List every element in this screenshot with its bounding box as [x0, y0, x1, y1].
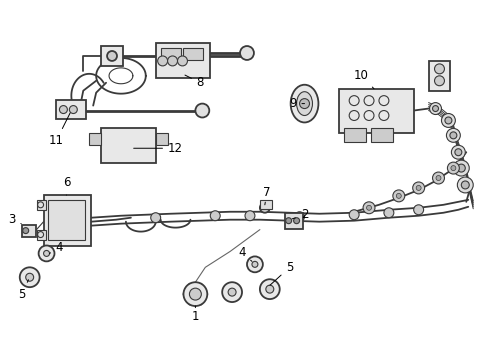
Circle shape [445, 117, 452, 124]
Circle shape [453, 160, 469, 176]
Bar [89, 133, 101, 145]
Circle shape [286, 218, 292, 224]
Bar [37, 230, 46, 239]
Bar [339, 89, 414, 133]
Bar [344, 129, 366, 142]
Circle shape [168, 56, 177, 66]
Circle shape [396, 193, 401, 198]
Circle shape [433, 172, 444, 184]
Text: 5: 5 [18, 280, 28, 301]
Bar [260, 200, 272, 209]
Circle shape [222, 282, 242, 302]
Bar [156, 43, 210, 78]
Bar [156, 133, 168, 145]
Circle shape [294, 212, 305, 222]
Circle shape [430, 103, 441, 114]
Text: 4: 4 [49, 241, 63, 254]
Text: 4: 4 [238, 246, 252, 261]
Circle shape [294, 218, 299, 224]
Circle shape [435, 76, 444, 86]
Circle shape [457, 164, 465, 172]
Circle shape [260, 279, 280, 299]
Ellipse shape [296, 92, 313, 116]
Circle shape [363, 202, 375, 214]
Circle shape [59, 105, 68, 113]
Text: 7: 7 [263, 186, 270, 205]
Circle shape [23, 228, 29, 234]
Circle shape [70, 105, 77, 113]
Text: 3: 3 [8, 213, 21, 226]
Circle shape [20, 267, 40, 287]
Circle shape [158, 56, 168, 66]
Circle shape [252, 261, 258, 267]
Bar [429, 61, 450, 91]
Circle shape [461, 181, 469, 189]
Circle shape [39, 246, 54, 261]
Bar [22, 225, 36, 237]
Circle shape [177, 56, 188, 66]
Circle shape [384, 208, 394, 218]
Circle shape [260, 203, 270, 213]
Circle shape [436, 176, 441, 180]
Circle shape [446, 129, 460, 142]
Circle shape [247, 256, 263, 272]
Bar [56, 100, 86, 120]
Text: 10: 10 [354, 69, 374, 89]
Circle shape [451, 145, 466, 159]
Text: 5: 5 [270, 261, 294, 285]
Circle shape [441, 113, 455, 127]
Bar [101, 46, 123, 66]
Circle shape [245, 211, 255, 221]
Circle shape [349, 210, 359, 220]
Circle shape [447, 162, 459, 174]
Bar [285, 213, 302, 229]
Text: 9: 9 [289, 97, 305, 110]
Circle shape [457, 177, 473, 193]
Circle shape [416, 185, 421, 190]
Circle shape [151, 213, 161, 223]
Text: 12: 12 [134, 142, 183, 155]
Bar [48, 200, 85, 239]
Circle shape [450, 132, 457, 139]
Circle shape [393, 190, 405, 202]
Circle shape [435, 64, 444, 74]
Circle shape [455, 149, 462, 156]
Circle shape [451, 166, 456, 171]
Bar [37, 200, 46, 210]
Text: 8: 8 [185, 75, 204, 89]
Circle shape [433, 105, 439, 112]
Circle shape [367, 205, 371, 210]
Circle shape [196, 104, 209, 117]
Bar [371, 129, 393, 142]
Circle shape [107, 51, 117, 61]
Bar [44, 195, 91, 247]
Circle shape [190, 288, 201, 300]
Bar [161, 48, 180, 60]
Circle shape [266, 285, 274, 293]
Circle shape [240, 46, 254, 60]
Circle shape [413, 182, 425, 194]
Circle shape [414, 205, 424, 215]
Text: 6: 6 [63, 176, 70, 195]
Circle shape [183, 282, 207, 306]
Circle shape [25, 273, 34, 281]
Bar [101, 129, 156, 163]
Bar [183, 48, 203, 60]
Text: 11: 11 [49, 113, 70, 147]
Circle shape [228, 288, 236, 296]
Circle shape [210, 211, 220, 221]
Ellipse shape [291, 85, 318, 122]
Circle shape [44, 251, 49, 256]
Text: 2: 2 [293, 208, 308, 221]
Circle shape [299, 99, 310, 109]
Text: 1: 1 [192, 306, 199, 323]
